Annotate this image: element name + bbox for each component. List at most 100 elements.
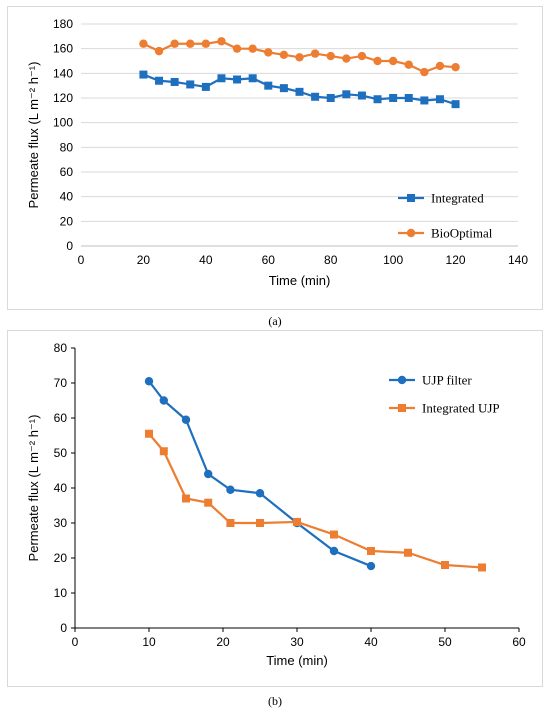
chart-a-y-tick-label: 100 bbox=[53, 116, 73, 130]
chart-b-x-tick-label: 50 bbox=[438, 635, 452, 649]
chart-panel-b: 0 10 20 30 40 50 60 70 80 0 10 20 30 40 50 60 Time (min)… bbox=[7, 330, 543, 687]
chart-b-x-tick-label: 20 bbox=[216, 635, 230, 649]
chart-b-data-point bbox=[226, 519, 235, 527]
chart-b-y-tick-label: 0 bbox=[60, 621, 67, 635]
chart-a-data-point bbox=[373, 95, 382, 104]
chart-b-legend-entry: Integrated UJP bbox=[389, 401, 500, 416]
chart-a-data-point bbox=[264, 48, 273, 57]
chart-a-data-point bbox=[451, 100, 460, 109]
chart-b-data-point bbox=[366, 561, 376, 571]
chart-b-x-tick-label: 10 bbox=[142, 635, 156, 649]
caption-a: (a) bbox=[268, 314, 282, 328]
chart-a-data-point bbox=[357, 51, 367, 61]
chart-b-data-point bbox=[404, 548, 412, 557]
chart-a-data-point bbox=[326, 94, 335, 102]
chart-b-data-point bbox=[159, 396, 168, 405]
chart-a-data-point bbox=[279, 84, 288, 93]
chart-a-data-point bbox=[342, 90, 351, 99]
chart-a-data-point bbox=[201, 82, 210, 91]
chart-b-x-axis-label: Time (min) bbox=[266, 653, 328, 668]
chart-a-data-point bbox=[295, 87, 304, 96]
chart-b-y-axis-label: Permeate flux (L m⁻² h⁻¹) bbox=[26, 415, 41, 562]
chart-a-svg: 0 20 40 60 80 100 120 140 160 180 0 20 40 60 80 100 120 1… bbox=[26, 17, 528, 288]
chart-a-data-point bbox=[233, 75, 242, 84]
chart-a-legend-marker bbox=[406, 228, 416, 238]
chart-a-data-point bbox=[139, 70, 148, 79]
chart-b-legend-entry: UJP filter bbox=[389, 373, 472, 388]
chart-a-data-point bbox=[404, 60, 413, 69]
chart-b-data-point bbox=[144, 377, 154, 386]
chart-a-data-point bbox=[435, 61, 445, 71]
chart-b-legend-marker bbox=[398, 404, 406, 412]
chart-b-data-point bbox=[145, 429, 153, 438]
chart-a-data-point bbox=[201, 39, 211, 48]
chart-b-data-point bbox=[159, 447, 168, 456]
chart-b-legend-label: Integrated UJP bbox=[422, 401, 500, 416]
chart-a-data-point bbox=[217, 74, 226, 83]
chart-a-y-tick-label: 40 bbox=[60, 190, 74, 204]
chart-a-data-point bbox=[389, 94, 398, 102]
chart-b-x-tick-label: 30 bbox=[290, 635, 304, 649]
chart-a-data-point bbox=[388, 56, 398, 66]
chart-a-legend-entry: Integrated bbox=[398, 191, 484, 206]
chart-b-x-tick-label: 0 bbox=[72, 635, 79, 649]
chart-a-data-point bbox=[155, 76, 164, 85]
chart-a-x-tick-label: 40 bbox=[199, 253, 213, 267]
chart-a-x-axis-label: Time (min) bbox=[269, 273, 331, 288]
chart-a-data-point bbox=[295, 53, 304, 62]
chart-b-y-tick-label: 30 bbox=[54, 516, 68, 530]
chart-a-data-point bbox=[279, 50, 289, 60]
chart-b-data-point bbox=[367, 547, 375, 555]
chart-a-y-tick-label: 180 bbox=[53, 17, 73, 31]
chart-a-series-0 bbox=[139, 70, 460, 109]
chart-a-x-tick-label: 60 bbox=[262, 253, 276, 267]
chart-b-series-line bbox=[148, 433, 483, 569]
chart-b-data-point bbox=[441, 561, 449, 569]
chart-a-legend-label: BioOptimal bbox=[431, 226, 493, 241]
chart-a-legend-marker bbox=[407, 194, 415, 202]
chart-panel-a: 0 20 40 60 80 100 120 140 160 180 0 20 40 60 80 100 120 1… bbox=[7, 6, 543, 310]
chart-a-x-tick-label: 20 bbox=[137, 253, 151, 267]
chart-a-y-tick-label: 60 bbox=[60, 165, 74, 179]
chart-b-data-point bbox=[204, 498, 213, 507]
chart-a-legend-entry: BioOptimal bbox=[398, 226, 493, 241]
chart-a-data-point bbox=[326, 51, 335, 61]
chart-a-series-1 bbox=[139, 37, 460, 77]
chart-b-y-tick-label: 20 bbox=[54, 551, 68, 565]
chart-a-x-tick-label: 100 bbox=[383, 253, 403, 267]
chart-b-x-tick-label: 40 bbox=[364, 635, 378, 649]
chart-a-data-point bbox=[311, 92, 320, 101]
chart-b-series-0 bbox=[144, 377, 376, 571]
chart-b-data-point bbox=[293, 517, 301, 526]
chart-a-x-tick-label: 120 bbox=[446, 253, 466, 267]
chart-a-data-point bbox=[435, 95, 444, 104]
chart-b-y-tick-label: 80 bbox=[54, 341, 68, 355]
chart-a-data-point bbox=[232, 44, 242, 53]
chart-a-y-tick-label: 140 bbox=[53, 66, 73, 80]
chart-a-data-point bbox=[342, 54, 351, 63]
chart-b-legend-label: UJP filter bbox=[422, 373, 472, 388]
chart-b-y-tick-label: 40 bbox=[54, 481, 68, 495]
chart-b-data-point bbox=[478, 563, 486, 572]
chart-a-y-tick-label: 120 bbox=[53, 91, 73, 105]
chart-a-legend-label: Integrated bbox=[431, 191, 484, 206]
chart-a-data-point bbox=[139, 39, 148, 48]
chart-a-data-point bbox=[420, 96, 429, 105]
chart-a-data-point bbox=[186, 80, 195, 89]
chart-b-data-point bbox=[329, 546, 339, 556]
chart-a-data-point bbox=[373, 56, 382, 66]
chart-a-y-tick-label: 20 bbox=[60, 214, 74, 228]
chart-a-x-tick-label: 0 bbox=[78, 253, 85, 267]
chart-a-y-tick-label: 160 bbox=[53, 42, 73, 56]
chart-b-data-point bbox=[256, 519, 264, 527]
chart-a-x-tick-label: 80 bbox=[324, 253, 338, 267]
chart-a-data-point bbox=[404, 94, 413, 102]
chart-b-data-point bbox=[181, 415, 191, 424]
chart-a-data-point bbox=[170, 77, 179, 86]
chart-a-data-point bbox=[451, 62, 460, 72]
chart-b-legend-marker bbox=[397, 375, 407, 385]
chart-a-y-axis-label: Permeate flux (L m⁻² h⁻¹) bbox=[26, 62, 41, 209]
chart-a-data-point bbox=[357, 91, 366, 100]
chart-a-data-point bbox=[420, 67, 429, 77]
chart-b-data-point bbox=[255, 489, 265, 498]
